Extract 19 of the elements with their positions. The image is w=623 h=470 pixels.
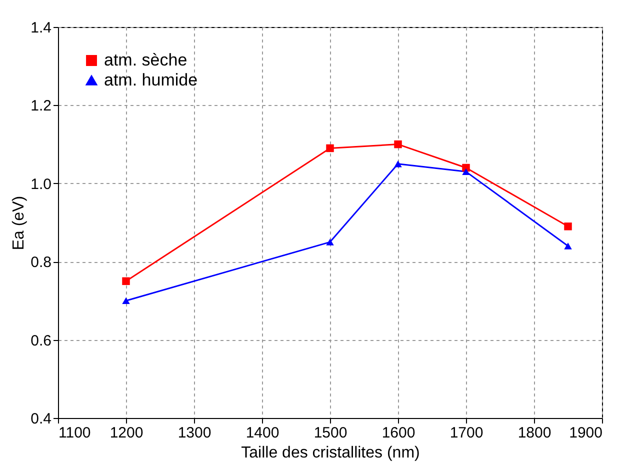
y-tick-label: 1.4 [30, 20, 52, 36]
y-tick-label: 1.2 [30, 98, 52, 115]
x-tick-label: 1400 [246, 424, 280, 442]
x-axis-title: Taille des cristallites (nm) [241, 444, 420, 462]
y-tick-label: 0.6 [30, 332, 52, 350]
x-tick-label: 1100 [58, 424, 91, 442]
legend-label: atm. humide [104, 70, 198, 90]
x-tick-label: 1300 [178, 424, 212, 442]
x-tick-label: 1500 [314, 424, 348, 442]
y-tick-label: 0.8 [30, 254, 52, 272]
y-axis-title: Ea (eV) [10, 196, 28, 250]
x-tick-label: 1200 [110, 424, 144, 442]
legend-label: atm. sèche [104, 50, 188, 70]
x-tick-label: 1600 [382, 424, 416, 442]
y-tick-label: 1.0 [30, 176, 52, 193]
x-tick-label: 1900 [569, 424, 602, 442]
x-tick-label: 1800 [518, 424, 552, 442]
x-tick-label: 1700 [450, 424, 484, 442]
y-tick-label: 0.4 [30, 410, 52, 428]
